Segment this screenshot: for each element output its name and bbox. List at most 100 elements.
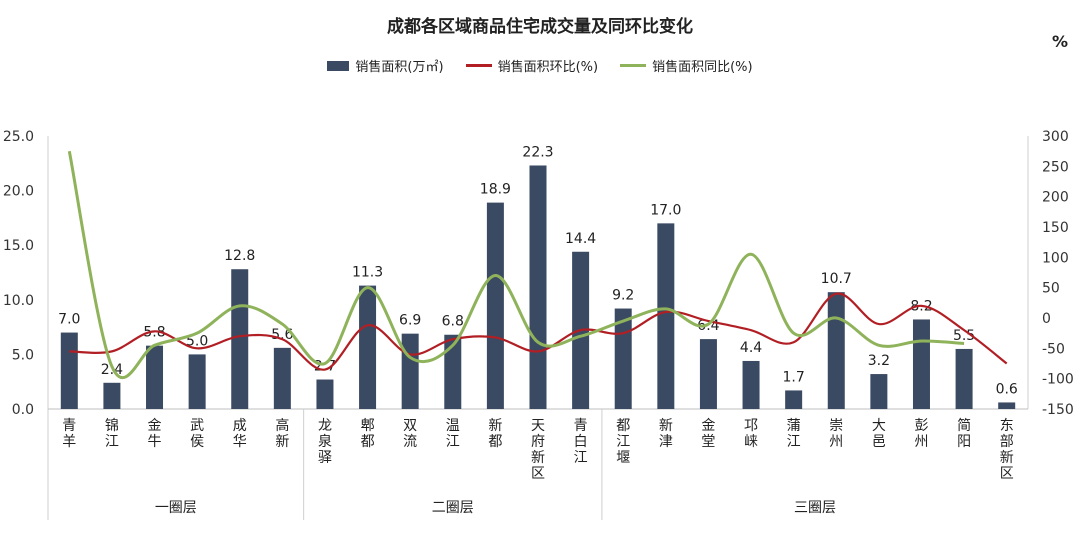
x-tick-label-char: 流 bbox=[403, 434, 417, 450]
bar bbox=[742, 360, 760, 409]
x-tick-label-char: 蒲 bbox=[787, 418, 801, 434]
x-tick-label-char: 羊 bbox=[62, 434, 76, 450]
bar-data-label: 1.7 bbox=[783, 369, 805, 385]
bar bbox=[316, 379, 334, 409]
x-tick-label-char: 阳 bbox=[957, 434, 971, 450]
bar bbox=[401, 333, 419, 409]
bar bbox=[146, 345, 164, 409]
x-tick-label-char: 新 bbox=[531, 450, 545, 466]
bar bbox=[785, 390, 803, 409]
x-tick-label-char: 江 bbox=[787, 434, 801, 450]
x-tick-label-char: 都 bbox=[361, 434, 375, 450]
y-tick-right: -100 bbox=[1042, 372, 1074, 388]
bar-data-label: 2.7 bbox=[314, 359, 336, 375]
legend-item-mom: 销售面积环比(%) bbox=[465, 56, 599, 75]
x-tick-label-char: 州 bbox=[914, 434, 928, 450]
bar-data-label: 6.9 bbox=[399, 313, 421, 329]
x-tick-label-char: 津 bbox=[659, 434, 673, 450]
x-tick-label-char: 温 bbox=[446, 418, 460, 434]
line-series-yoy bbox=[67, 150, 965, 380]
x-tick-label-char: 新 bbox=[1000, 450, 1014, 466]
y-tick-left: 15.0 bbox=[3, 238, 34, 254]
x-tick-label-char: 锦 bbox=[105, 417, 119, 434]
bar-data-label: 18.9 bbox=[480, 182, 511, 198]
bar-data-label: 11.3 bbox=[352, 265, 383, 281]
bar bbox=[529, 165, 547, 409]
bar bbox=[998, 402, 1016, 409]
line-series-mom bbox=[69, 292, 1008, 371]
x-tick-label-char: 区 bbox=[1000, 466, 1014, 482]
bar bbox=[912, 319, 930, 409]
bar bbox=[273, 347, 291, 409]
y-tick-left: 5.0 bbox=[12, 347, 34, 363]
bar bbox=[486, 202, 504, 409]
group-label: 二圈层 bbox=[432, 500, 474, 516]
legend-label-area: 销售面积(万㎡) bbox=[355, 60, 444, 75]
chart-title: 成都各区域商品住宅成交量及同环比变化 bbox=[387, 17, 693, 37]
legend-swatch-mom bbox=[465, 64, 492, 67]
legend: 销售面积(万㎡) 销售面积环比(%) 销售面积同比(%) bbox=[0, 56, 1080, 75]
bar bbox=[827, 292, 845, 409]
x-tick-label-char: 青 bbox=[62, 418, 76, 434]
y-tick-left: 25.0 bbox=[3, 129, 34, 145]
x-tick-label-char: 崇 bbox=[829, 418, 843, 434]
x-tick-label-char: 江 bbox=[574, 450, 588, 466]
x-tick-label-char: 府 bbox=[531, 434, 545, 450]
y-tick-left: 0.0 bbox=[12, 402, 34, 418]
y-tick-right: 200 bbox=[1042, 190, 1069, 206]
bar-data-label: 5.5 bbox=[953, 328, 975, 344]
x-tick-label-char: 邛 bbox=[744, 418, 758, 434]
y-tick-right: 0 bbox=[1042, 311, 1051, 327]
x-tick-label-char: 简 bbox=[957, 417, 971, 434]
y-tick-right: -150 bbox=[1042, 402, 1074, 418]
y-tick-right: 50 bbox=[1042, 281, 1060, 297]
bar-data-label: 22.3 bbox=[522, 144, 553, 160]
y-tick-right: 100 bbox=[1042, 250, 1069, 266]
x-tick-label-char: 崃 bbox=[744, 434, 758, 450]
x-tick-label-char: 侯 bbox=[190, 434, 204, 450]
bar-data-label: 9.2 bbox=[612, 288, 634, 304]
x-tick-label-char: 华 bbox=[233, 434, 247, 450]
legend-label-mom: 销售面积环比(%) bbox=[497, 60, 599, 75]
bar-data-label: 5.8 bbox=[143, 325, 165, 341]
legend-swatch-yoy bbox=[620, 64, 647, 67]
x-tick-label-char: 天 bbox=[531, 418, 545, 434]
y-tick-left: 20.0 bbox=[3, 184, 34, 200]
y-tick-right: 300 bbox=[1042, 129, 1069, 145]
bar-data-label: 6.8 bbox=[442, 314, 464, 330]
x-tick-label-char: 成 bbox=[233, 418, 247, 434]
bar-data-label: 0.6 bbox=[996, 381, 1018, 397]
bar-data-label: 7.0 bbox=[58, 312, 80, 328]
x-tick-label-char: 江 bbox=[446, 434, 460, 450]
x-tick-label-char: 白 bbox=[574, 434, 588, 450]
bar-data-label: 14.4 bbox=[565, 231, 596, 247]
x-tick-label-char: 郫 bbox=[361, 418, 375, 434]
bar bbox=[359, 285, 377, 409]
bar bbox=[444, 334, 462, 409]
x-tick-label-char: 新 bbox=[488, 418, 502, 434]
x-tick-label-char: 区 bbox=[531, 466, 545, 482]
bar-data-label: 3.2 bbox=[868, 353, 890, 369]
bar bbox=[231, 269, 249, 409]
bar bbox=[699, 339, 717, 409]
x-tick-label-char: 泉 bbox=[318, 433, 332, 450]
bar-data-label: 17.0 bbox=[650, 202, 681, 218]
y-tick-right: -50 bbox=[1042, 341, 1065, 357]
x-tick-label-char: 堰 bbox=[616, 450, 630, 466]
bar bbox=[60, 332, 78, 409]
x-tick-label-char: 新 bbox=[275, 434, 289, 450]
right-axis-unit: % bbox=[1052, 32, 1069, 51]
x-tick-label-char: 州 bbox=[829, 434, 843, 450]
x-tick-label-char: 江 bbox=[616, 434, 630, 450]
x-tick-label-char: 双 bbox=[403, 418, 417, 434]
x-tick-label-char: 都 bbox=[488, 434, 502, 450]
x-tick-label-char: 邑 bbox=[872, 434, 886, 450]
bar-data-label: 12.8 bbox=[224, 248, 255, 264]
y-tick-right: 150 bbox=[1042, 220, 1069, 236]
bar-data-label: 10.7 bbox=[821, 271, 852, 287]
bar bbox=[103, 382, 121, 409]
legend-swatch-bar bbox=[327, 60, 350, 71]
x-tick-label-char: 东 bbox=[1000, 418, 1014, 434]
x-tick-label-char: 堂 bbox=[701, 434, 715, 450]
